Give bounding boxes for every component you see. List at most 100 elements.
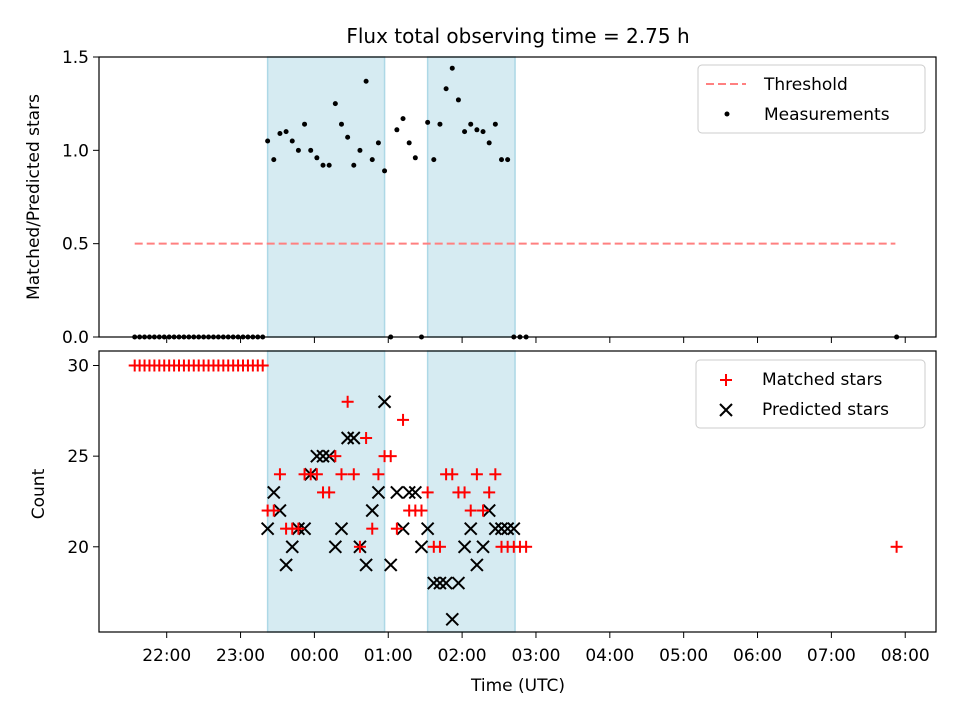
predicted-star-point <box>273 503 287 518</box>
matched-star-point <box>366 522 379 535</box>
matched-star-point <box>390 522 403 535</box>
matched-star-point <box>341 395 354 408</box>
predicted-star-point <box>297 521 312 536</box>
measurement-point <box>492 121 498 127</box>
predicted-star-point <box>482 503 496 518</box>
chart-title: Flux total observing time = 2.75 h <box>346 24 689 48</box>
predicted-star-point <box>334 521 349 536</box>
measurement-point <box>400 116 406 122</box>
matched-star-point <box>353 540 366 553</box>
y-tick-label: 1.5 <box>62 48 89 68</box>
predicted-star-point <box>470 558 484 572</box>
x-tick-label: 22:00 <box>142 646 191 666</box>
predicted-star-point <box>507 521 521 536</box>
predicted-star-point <box>359 558 373 572</box>
measurement-point <box>498 157 504 163</box>
matched-star-point <box>292 522 305 535</box>
measurement-point <box>265 138 271 144</box>
predicted-star-point <box>377 395 392 409</box>
measurement-point <box>326 162 332 168</box>
matched-star-point <box>329 450 342 463</box>
measurement-point <box>425 119 431 125</box>
matched-star-point <box>477 504 490 517</box>
legend-matched-swatch <box>720 374 732 386</box>
x-tick-label: 08:00 <box>881 646 930 666</box>
measurement-point <box>320 162 326 168</box>
measurement-point <box>505 157 511 163</box>
predicted-star-point <box>464 521 478 536</box>
measurement-point <box>394 127 400 133</box>
predicted-star-point <box>451 576 466 590</box>
measurement-point <box>431 157 437 163</box>
y-tick-label: 0.0 <box>62 328 89 348</box>
legend-matched-label: Matched stars <box>762 370 882 390</box>
measurement-point <box>486 140 492 146</box>
predicted-star-point <box>427 576 441 590</box>
measurement-point <box>314 155 320 161</box>
measurement-point <box>480 129 486 135</box>
legend-measurements-swatch <box>724 111 730 117</box>
predicted-star-point <box>396 521 410 536</box>
measurement-point <box>375 140 381 146</box>
matched-star-point <box>520 540 533 553</box>
measurement-point <box>462 129 468 135</box>
measurement-point <box>283 129 289 135</box>
matched-star-point <box>384 450 397 463</box>
matched-star-point <box>446 468 459 481</box>
measurement-point <box>357 147 363 153</box>
x-tick-label: 05:00 <box>659 646 708 666</box>
predicted-star-point <box>414 540 429 554</box>
matched-star-point <box>267 504 280 517</box>
matched-star-point <box>433 540 446 553</box>
predicted-star-point <box>500 521 515 536</box>
x-tick-label: 06:00 <box>733 646 782 666</box>
top-legend: Threshold Measurements <box>697 64 926 134</box>
predicted-star-point <box>347 431 361 445</box>
x-tick-label: 03:00 <box>511 646 560 666</box>
measurement-point <box>474 127 480 133</box>
measurement-point <box>308 147 314 153</box>
bottom-legend-frame <box>695 359 926 429</box>
x-tick-label: 23:00 <box>216 646 265 666</box>
measurement-point <box>338 121 344 127</box>
measurement-point <box>437 121 443 127</box>
matched-star-point <box>310 468 323 481</box>
predicted-star-point <box>488 521 503 536</box>
legend-threshold-label: Threshold <box>763 75 848 95</box>
predicted-star-point <box>433 576 447 590</box>
top-legend-frame <box>697 64 926 134</box>
predicted-star-point <box>328 540 343 554</box>
top-panel: 0.0 0.5 1.0 1.5 Matched/Predicted stars Thr… <box>24 48 937 348</box>
shaded-interval <box>426 350 516 633</box>
predicted-star-point <box>371 485 386 500</box>
predicted-star-point <box>494 521 509 536</box>
matched-star-point <box>397 413 410 426</box>
legend-predicted-label: Predicted stars <box>762 400 889 420</box>
predicted-star-point <box>420 521 435 536</box>
bottom-y-axis-label: Count <box>29 468 49 519</box>
measurement-point <box>412 155 418 161</box>
matched-star-point <box>483 486 496 499</box>
y-tick-label: 1.0 <box>62 141 89 161</box>
predicted-star-point <box>439 576 453 590</box>
bottom-plot-marks <box>128 359 903 627</box>
predicted-star-point <box>310 449 324 463</box>
legend-predicted-swatch <box>719 403 733 417</box>
top-y-axis-label: Matched/Predicted stars <box>24 94 44 300</box>
top-axes-frame <box>98 56 937 338</box>
matched-star-point <box>323 486 336 499</box>
predicted-star-point <box>260 521 275 536</box>
matched-star-point <box>464 504 477 517</box>
predicted-star-point <box>408 485 423 500</box>
predicted-star-point <box>476 540 490 554</box>
matched-star-point <box>256 359 269 372</box>
measurement-point <box>289 138 295 144</box>
measurement-point <box>332 101 338 107</box>
predicted-star-point <box>279 558 293 572</box>
x-axis-label: Time (UTC) <box>470 676 565 696</box>
x-tick-label: 04:00 <box>585 646 634 666</box>
measurement-point <box>271 157 277 163</box>
measurement-point <box>406 140 412 146</box>
measurement-point <box>382 168 388 174</box>
matched-star-point <box>415 504 428 517</box>
